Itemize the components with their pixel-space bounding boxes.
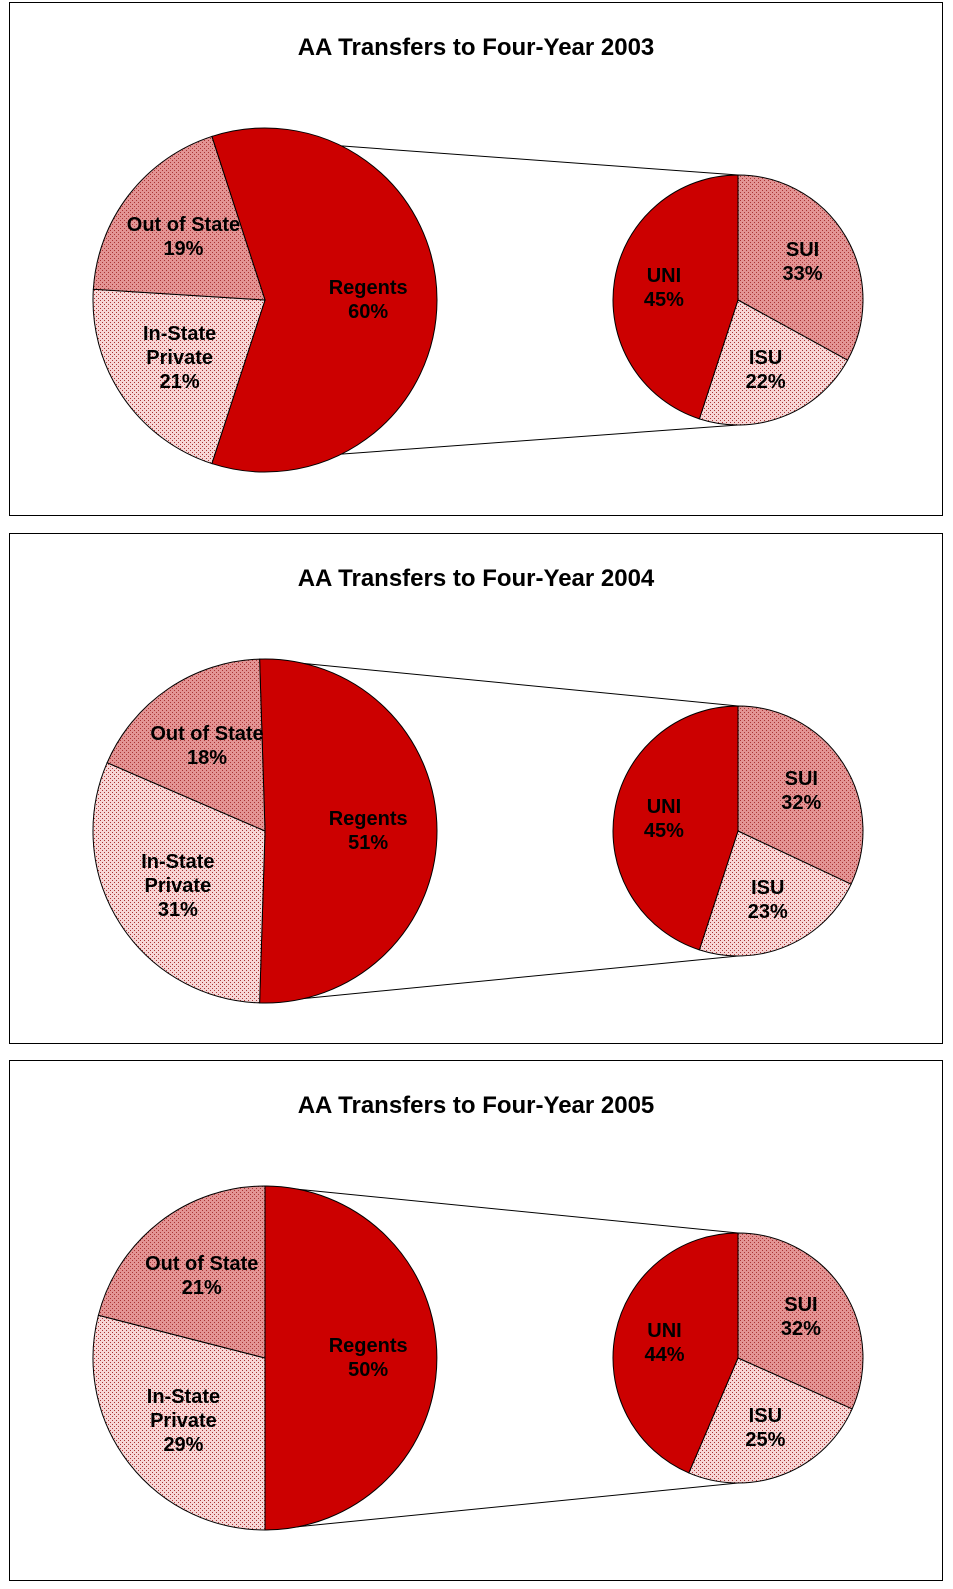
pie-slice bbox=[688, 1357, 853, 1484]
value-label: 23% bbox=[747, 900, 788, 923]
slice-label: Out of State 18% bbox=[137, 722, 277, 770]
value-label: 31% bbox=[157, 899, 198, 922]
category-label: Out of State bbox=[126, 213, 241, 236]
slice-label: UNI 44% bbox=[595, 1319, 735, 1367]
value-label: 60% bbox=[348, 301, 389, 323]
slice-label: Regents 50% bbox=[298, 1334, 438, 1382]
chart-frame bbox=[9, 2, 943, 516]
connector-line bbox=[259, 955, 739, 1004]
slice-label: In-State Private 31% bbox=[108, 850, 248, 922]
pie-slice bbox=[612, 1232, 739, 1474]
slice-label: Regents 60% bbox=[298, 276, 438, 324]
category-label: In-State Private bbox=[141, 851, 215, 898]
slice-label: In-State Private 29% bbox=[113, 1385, 253, 1457]
pie-slice bbox=[737, 174, 864, 361]
chart-title: AA Transfers to Four-Year 2003 bbox=[297, 34, 655, 61]
pie-slice bbox=[737, 705, 864, 885]
category-label: Regents bbox=[328, 808, 408, 830]
slice-label: SUI 32% bbox=[731, 1293, 871, 1341]
pie-slice bbox=[698, 299, 849, 426]
value-label: 25% bbox=[745, 1428, 786, 1451]
slice-label: Regents 51% bbox=[298, 807, 438, 855]
slice-label: Out of State 21% bbox=[132, 1252, 272, 1300]
value-label: 29% bbox=[163, 1434, 204, 1457]
category-label: SUI bbox=[784, 767, 818, 790]
slice-label: Out of State 19% bbox=[113, 213, 253, 261]
category-label: ISU bbox=[748, 1404, 783, 1427]
slice-label: SUI 33% bbox=[733, 238, 873, 286]
category-label: ISU bbox=[748, 346, 783, 369]
connector-line bbox=[264, 1482, 739, 1531]
value-label: 51% bbox=[348, 832, 389, 854]
value-label: 21% bbox=[181, 1277, 222, 1300]
value-label: 50% bbox=[348, 1359, 389, 1381]
value-label: 22% bbox=[745, 370, 786, 393]
chart-frame bbox=[9, 533, 943, 1044]
value-label: 21% bbox=[159, 371, 200, 393]
slice-label: ISU 25% bbox=[695, 1404, 835, 1452]
pie-slice bbox=[92, 1314, 266, 1531]
chart-frame bbox=[9, 1060, 943, 1581]
pie-slice bbox=[106, 658, 266, 832]
pie-slice bbox=[211, 127, 438, 473]
pie-slice bbox=[737, 1232, 864, 1410]
value-label: 18% bbox=[186, 746, 227, 769]
category-label: UNI bbox=[646, 796, 682, 819]
pie-slice bbox=[264, 1185, 438, 1531]
slice-label: ISU 22% bbox=[696, 346, 836, 394]
pie-slice bbox=[92, 762, 266, 1004]
category-label: UNI bbox=[646, 265, 682, 288]
value-label: 45% bbox=[643, 289, 684, 312]
category-label: SUI bbox=[784, 1294, 818, 1317]
connector-line bbox=[264, 1185, 739, 1234]
value-label: 32% bbox=[781, 791, 822, 814]
category-label: Regents bbox=[328, 1335, 408, 1357]
category-label: In-State Private bbox=[146, 1386, 221, 1433]
pie-slice bbox=[97, 1185, 266, 1359]
value-label: 19% bbox=[163, 237, 204, 260]
value-label: 44% bbox=[644, 1343, 685, 1366]
connector-line bbox=[259, 658, 739, 707]
pie-slice bbox=[612, 174, 739, 420]
slice-label: In-State Private 21% bbox=[110, 322, 250, 394]
slice-label: SUI 32% bbox=[731, 767, 871, 815]
pie-slice bbox=[698, 830, 852, 957]
category-label: Regents bbox=[328, 277, 408, 299]
pie-slice bbox=[259, 658, 438, 1004]
pie-slice bbox=[612, 705, 739, 951]
category-label: SUI bbox=[785, 238, 820, 261]
chart-title: AA Transfers to Four-Year 2004 bbox=[297, 565, 655, 592]
category-label: ISU bbox=[751, 876, 785, 899]
category-label: UNI bbox=[647, 1319, 682, 1342]
pie-slice bbox=[92, 288, 266, 465]
value-label: 45% bbox=[643, 820, 684, 843]
category-label: Out of State bbox=[145, 1253, 259, 1276]
category-label: In-State Private bbox=[142, 323, 217, 369]
chart-title: AA Transfers to Four-Year 2005 bbox=[297, 1092, 655, 1119]
slice-label: UNI 45% bbox=[594, 795, 734, 843]
slice-label: ISU 23% bbox=[698, 876, 838, 924]
value-label: 33% bbox=[782, 262, 823, 285]
value-label: 32% bbox=[780, 1318, 821, 1341]
pie-slice bbox=[92, 135, 266, 301]
category-label: Out of State bbox=[150, 722, 264, 745]
slice-label: UNI 45% bbox=[594, 264, 734, 312]
